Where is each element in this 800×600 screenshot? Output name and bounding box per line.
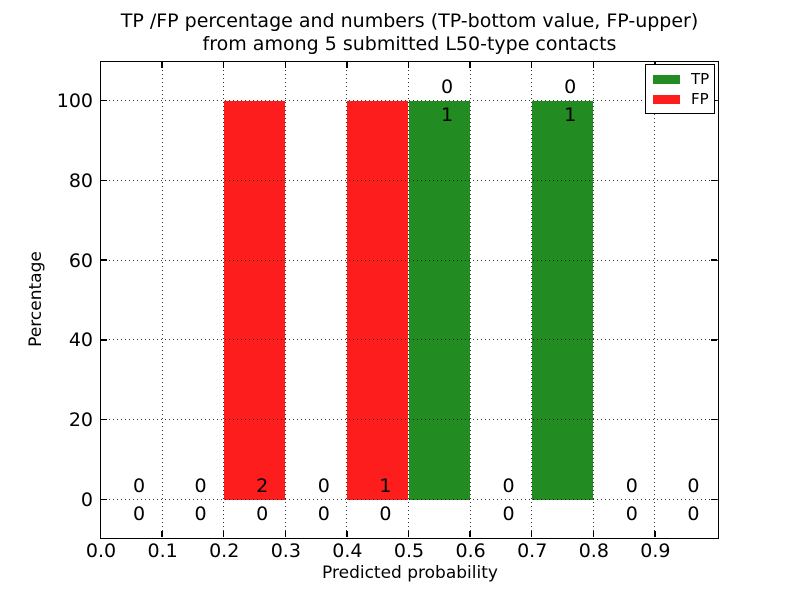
grid-line-x-0.3 <box>284 61 286 538</box>
grid-line-y-100 <box>100 100 718 101</box>
x-tick-mark <box>284 530 287 537</box>
y-tick-mark <box>710 498 717 501</box>
grid-line-x-0.8 <box>592 61 594 538</box>
y-tick-label: 80 <box>68 169 93 192</box>
bar-fp <box>346 100 409 500</box>
x-tick-mark <box>222 61 225 68</box>
x-tick-mark <box>407 61 410 68</box>
x-tick-label: 0.6 <box>455 540 486 562</box>
annotation-tp-count: 0 <box>687 502 700 525</box>
legend: TP FP <box>645 64 715 114</box>
x-axis-label: Predicted probability <box>322 563 498 583</box>
x-tick-label: 0.7 <box>517 540 548 562</box>
annotation-tp-count: 0 <box>502 502 515 525</box>
y-tick-label: 0 <box>80 489 93 511</box>
annotation-fp-count: 2 <box>256 474 269 497</box>
grid-line-y-20 <box>100 419 718 421</box>
x-tick-mark <box>346 530 348 537</box>
x-tick-mark <box>284 61 287 68</box>
x-tick-label: 0.1 <box>147 540 178 562</box>
bar-tp <box>408 100 471 500</box>
x-tick-label: 0.8 <box>578 540 609 562</box>
y-tick-mark <box>100 339 107 341</box>
y-tick-mark <box>710 418 717 421</box>
legend-swatch-fp <box>653 94 680 104</box>
x-tick-mark <box>654 530 656 537</box>
grid-line-x-0.4 <box>346 61 348 538</box>
legend-entry-tp: TP <box>653 69 714 89</box>
y-tick-mark <box>710 259 717 261</box>
bar-fp <box>223 100 286 500</box>
y-tick-mark <box>100 498 107 501</box>
annotation-fp-count: 0 <box>687 474 700 497</box>
y-tick-label: 60 <box>68 249 93 272</box>
x-tick-mark <box>530 530 533 537</box>
y-tick-mark <box>710 179 717 182</box>
x-tick-mark <box>469 530 471 537</box>
annotation-tp-count: 0 <box>194 502 207 525</box>
x-tick-label: 0.3 <box>270 540 301 562</box>
legend-entry-fp: FP <box>653 89 714 109</box>
y-tick-label: 40 <box>68 329 93 352</box>
x-tick-mark <box>161 61 163 68</box>
bar-tp <box>531 100 594 500</box>
y-tick-mark <box>100 259 107 261</box>
annotation-tp-count: 0 <box>625 502 638 525</box>
annotation-fp-count: 0 <box>132 474 146 497</box>
annotation-tp-count: 0 <box>132 502 146 525</box>
grid-line-y-0 <box>100 499 718 500</box>
grid-line-y-40 <box>100 339 718 341</box>
annotation-fp-count: 0 <box>440 75 454 98</box>
x-tick-label: 0.0 <box>85 540 117 562</box>
y-tick-label: 20 <box>68 409 93 432</box>
chart-title-line-1: TP /FP percentage and numbers (TP-bottom… <box>120 10 699 32</box>
y-tick-label: 100 <box>56 90 93 112</box>
y-tick-mark <box>710 339 717 341</box>
x-tick-label: 0.4 <box>332 540 363 562</box>
annotation-tp-count: 1 <box>440 103 454 126</box>
legend-label-fp: FP <box>691 90 709 108</box>
chart-title-line-2: from among 5 submitted L50-type contacts <box>202 33 617 55</box>
annotation-tp-count: 0 <box>256 502 269 525</box>
x-tick-mark <box>592 61 595 68</box>
annotation-tp-count: 1 <box>564 103 577 126</box>
x-tick-mark <box>99 530 102 537</box>
x-tick-label: 0.2 <box>209 540 240 562</box>
plot-layer: 0 0 0 0 2 0 0 0 1 0 0 1 0 0 0 1 0 0 0 0 <box>99 61 718 538</box>
x-tick-mark <box>530 61 533 68</box>
annotation-tp-count: 0 <box>379 502 392 525</box>
x-tick-mark <box>407 530 410 537</box>
grid-line-y-60 <box>100 259 718 261</box>
annotation-fp-count: 1 <box>379 474 392 497</box>
annotation-fp-count: 0 <box>625 474 638 497</box>
legend-swatch-tp <box>653 74 680 84</box>
x-tick-mark <box>592 530 595 537</box>
grid-line-x-0.7 <box>531 61 533 538</box>
x-tick-label: 0.5 <box>393 540 425 562</box>
legend-label-tp: TP <box>691 70 710 88</box>
grid-line-x-0.2 <box>223 61 225 538</box>
y-tick-mark <box>100 179 107 182</box>
x-tick-mark <box>346 61 348 68</box>
chart-title: TP /FP percentage and numbers (TP-bottom… <box>101 10 718 56</box>
x-tick-mark <box>469 61 471 68</box>
annotation-fp-count: 0 <box>502 474 515 497</box>
grid-line-y-80 <box>100 179 718 181</box>
y-tick-mark <box>100 418 107 421</box>
annotation-fp-count: 0 <box>194 474 207 497</box>
annotation-tp-count: 0 <box>317 502 330 525</box>
grid-line-x-0.9 <box>654 61 656 538</box>
y-tick-mark <box>100 99 107 102</box>
annotation-fp-count: 0 <box>564 75 577 98</box>
grid-line-x-0.5 <box>408 61 409 538</box>
x-tick-mark <box>99 61 102 68</box>
grid-line-x-0.1 <box>161 61 163 538</box>
x-tick-mark <box>222 530 225 537</box>
annotation-fp-count: 0 <box>317 474 330 497</box>
plot-area: 0 0 0 0 2 0 0 0 1 0 0 1 0 0 0 1 0 0 0 0 <box>99 60 719 539</box>
x-tick-label: 0.9 <box>640 540 671 562</box>
x-tick-mark <box>161 530 163 537</box>
grid-line-x-0.6 <box>469 61 471 538</box>
